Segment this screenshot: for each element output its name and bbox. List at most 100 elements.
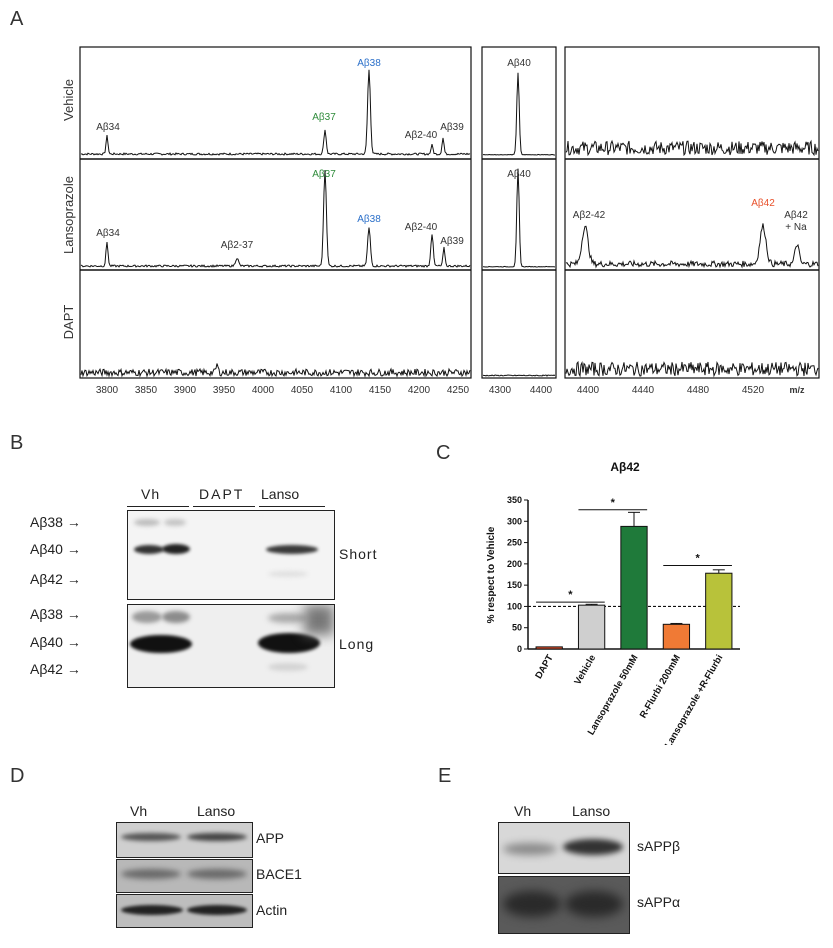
- lane-vh-d: Vh: [130, 803, 148, 819]
- panel-a-spectra: Vehicle Lansoprazole DAPT Aβ34 Aβ37 Aβ38…: [61, 46, 820, 396]
- spectrum-traces: [80, 69, 819, 378]
- spectrum-trace: [482, 374, 556, 377]
- row-label-dapt: DAPT: [61, 305, 76, 340]
- tick-4440: 4440: [632, 385, 655, 396]
- tick-4400-b: 4400: [577, 385, 600, 396]
- significance-star: *: [568, 589, 573, 601]
- row-actin: Actin: [256, 902, 288, 918]
- tick-4150: 4150: [369, 385, 392, 396]
- blot-d-app: [116, 822, 253, 858]
- panel-label-c: C: [436, 442, 451, 464]
- y-tick-label: 50: [512, 623, 522, 633]
- tick-3900: 3900: [174, 385, 197, 396]
- marker-ab40-short: Aβ40 →: [30, 541, 81, 557]
- panel-label-e: E: [438, 765, 452, 787]
- peak-label-ab42na-2: + Na: [785, 222, 807, 233]
- y-tick-label: 350: [507, 495, 522, 505]
- spectrum-trace: [482, 72, 555, 156]
- bar: [620, 525, 648, 650]
- marker-ab40-long: Aβ40 →: [30, 634, 81, 650]
- tick-4250: 4250: [447, 385, 470, 396]
- row-sappa: sAPPα: [637, 894, 681, 910]
- tick-4400-a: 4400: [530, 385, 553, 396]
- blot-d-actin: [116, 894, 253, 928]
- row-bace1: BACE1: [256, 866, 302, 882]
- lane-vh-e: Vh: [514, 803, 532, 819]
- bar: [535, 646, 563, 650]
- y-axis-label: % respect to Vehicle: [486, 526, 497, 623]
- mz-label: m/z: [789, 385, 805, 395]
- y-tick-label: 0: [517, 644, 522, 654]
- tick-4300: 4300: [489, 385, 512, 396]
- spectrum-trace: [565, 223, 819, 269]
- peak-label-ab2-40-vehicle: Aβ2-40: [405, 130, 438, 141]
- lane-lanso-b: Lanso: [261, 486, 300, 502]
- peak-label-ab39-vehicle: Aβ39: [440, 122, 464, 133]
- category-label: Vehicle: [572, 653, 598, 687]
- peak-label-ab40-lanso: Aβ40: [507, 169, 531, 180]
- panel-label-b: B: [10, 432, 24, 454]
- tick-4520: 4520: [742, 385, 765, 396]
- lane-lanso-d: Lanso: [197, 803, 236, 819]
- spectrum-trace: [80, 69, 471, 156]
- tick-4100: 4100: [330, 385, 353, 396]
- peak-label-ab2-42-lanso: Aβ2-42: [573, 210, 606, 221]
- lane-lanso-e: Lanso: [572, 803, 611, 819]
- chart-title: Aβ42: [610, 460, 640, 474]
- row-label-vehicle: Vehicle: [61, 79, 76, 121]
- spectrum-trace: [80, 363, 471, 378]
- spectrum-box-2: [481, 46, 557, 379]
- peak-label-ab39-lanso: Aβ39: [440, 236, 464, 247]
- significance-star: *: [695, 553, 700, 565]
- tick-4480: 4480: [687, 385, 710, 396]
- blot-e-sappb: [498, 822, 630, 874]
- y-tick-label: 100: [507, 601, 522, 611]
- spectrum-trace: [80, 169, 471, 268]
- bar: [577, 604, 606, 650]
- box1-ticks: 3800 3850 3900 3950 4000 4050 4100 4150 …: [96, 385, 470, 396]
- spectrum-trace: [565, 139, 819, 157]
- peak-label-ab34-lanso: Aβ34: [96, 228, 120, 239]
- lane-vh-b: Vh: [141, 486, 161, 502]
- spectrum-trace: [482, 168, 556, 268]
- tick-4000: 4000: [252, 385, 275, 396]
- bar: [662, 623, 691, 650]
- marker-ab38-long: Aβ38 →: [30, 606, 81, 622]
- blot-b-short: [127, 510, 335, 600]
- panel-label-d: D: [10, 765, 25, 787]
- row-sappb: sAPPβ: [637, 838, 681, 854]
- peak-label-ab38-lanso: Aβ38: [357, 214, 381, 225]
- peak-label-ab40-vehicle: Aβ40: [507, 58, 531, 69]
- blot-d-bace1: [116, 859, 253, 893]
- tick-4050: 4050: [291, 385, 314, 396]
- panel-c-chart: Aβ42 % respect to Vehicle 0 50 100 150 200 25…: [486, 460, 740, 745]
- peak-label-ab37-vehicle: Aβ37: [312, 112, 336, 123]
- blot-e-sappa: [498, 876, 630, 934]
- category-label: R-Flurbi 200mM: [638, 653, 683, 720]
- marker-ab38-short: Aβ38 →: [30, 514, 81, 530]
- marker-ab42-long: Aβ42 →: [30, 661, 81, 677]
- spectrum-box-3: [564, 46, 820, 379]
- panel-b-lane-headers: Vh DAPT Lanso: [127, 486, 333, 507]
- peak-label-ab2-37-lanso: Aβ2-37: [221, 240, 254, 251]
- row-label-lansoprazole: Lansoprazole: [61, 176, 76, 254]
- category-label: DAPT: [533, 653, 556, 681]
- peak-label-ab34-vehicle: Aβ34: [96, 122, 120, 133]
- significance-star: *: [611, 497, 616, 509]
- panel-label-a: A: [10, 8, 24, 30]
- y-tick-label: 150: [507, 580, 522, 590]
- peak-label-ab2-40-lanso: Aβ2-40: [405, 222, 438, 233]
- exposure-short: Short: [339, 546, 378, 562]
- marker-ab42-short: Aβ42 →: [30, 571, 81, 587]
- lane-dapt-b: DAPT: [199, 486, 245, 502]
- tick-3800: 3800: [96, 385, 119, 396]
- peak-label-ab38-vehicle: Aβ38: [357, 58, 381, 69]
- peak-label-ab42-lanso: Aβ42: [751, 198, 775, 209]
- tick-4200: 4200: [408, 385, 431, 396]
- bar: [705, 572, 733, 650]
- spectrum-trace: [565, 360, 819, 378]
- exposure-long: Long: [339, 636, 375, 652]
- peak-label-ab37-lanso: Aβ37: [312, 169, 336, 180]
- y-tick-label: 200: [507, 559, 522, 569]
